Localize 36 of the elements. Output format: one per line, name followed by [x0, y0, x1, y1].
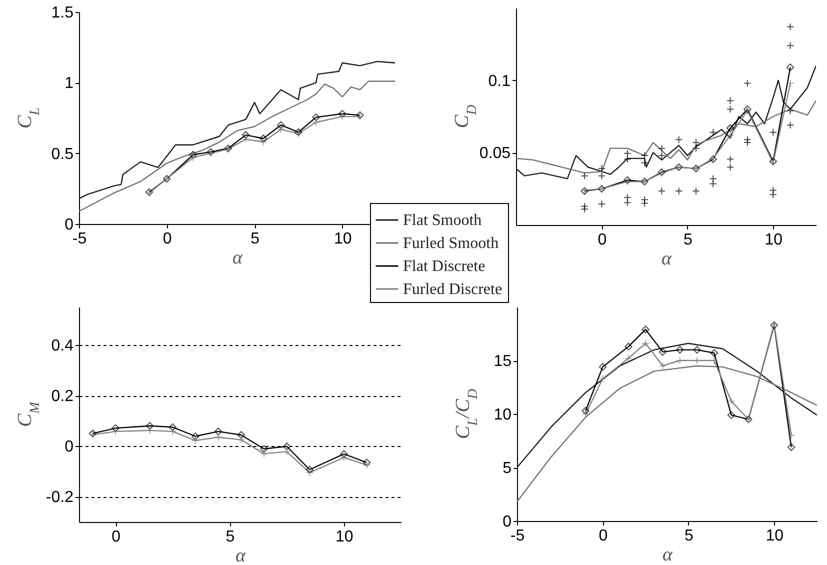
x-tick-label: -5: [510, 528, 525, 544]
y-tick-label: 0.2: [51, 388, 74, 406]
x-tick-label: 10: [766, 528, 784, 544]
x-axis-title: α: [662, 544, 674, 565]
x-axis-title: α: [232, 248, 244, 268]
y-tick-label: 15: [494, 353, 512, 370]
x-tick-label: 0: [162, 230, 172, 248]
y-tick-label: 0.1: [488, 72, 511, 90]
y-tick-label: -0.2: [46, 489, 74, 506]
x-axis-title: α: [236, 546, 247, 565]
y-tick-label: 0: [502, 514, 512, 530]
x-axis-title: α: [662, 248, 673, 270]
y-tick-label: 1.5: [51, 4, 74, 22]
x-tick-label: 5: [683, 232, 692, 248]
y-tick-label: 0.05: [479, 145, 511, 162]
x-tick-label: -5: [72, 230, 87, 248]
x-tick-label: 0: [598, 232, 607, 248]
x-tick-label: 5: [684, 528, 694, 544]
x-tick-label: 10: [334, 230, 352, 248]
x-tick-label: 0: [598, 528, 608, 544]
legend-label: Flat Discrete: [403, 258, 486, 275]
x-tick-label: 5: [250, 230, 260, 248]
x-tick-label: 5: [226, 528, 235, 546]
x-tick-label: 0: [112, 528, 121, 546]
y-tick-label: 0.4: [51, 337, 74, 354]
y-tick-label: 5: [502, 460, 512, 477]
y-tick-label: 1: [64, 75, 74, 92]
legend-label: Furled Smooth: [403, 235, 499, 252]
y-tick-label: 0.5: [51, 146, 74, 163]
x-tick-label: 10: [764, 232, 783, 248]
y-tick-label: 0: [64, 216, 74, 234]
y-tick-label: 0: [64, 438, 74, 456]
legend-label: Flat Smooth: [403, 212, 482, 229]
legend-label: Furled Discrete: [403, 281, 502, 298]
y-tick-label: 10: [494, 406, 512, 424]
x-tick-label: 10: [336, 528, 354, 546]
